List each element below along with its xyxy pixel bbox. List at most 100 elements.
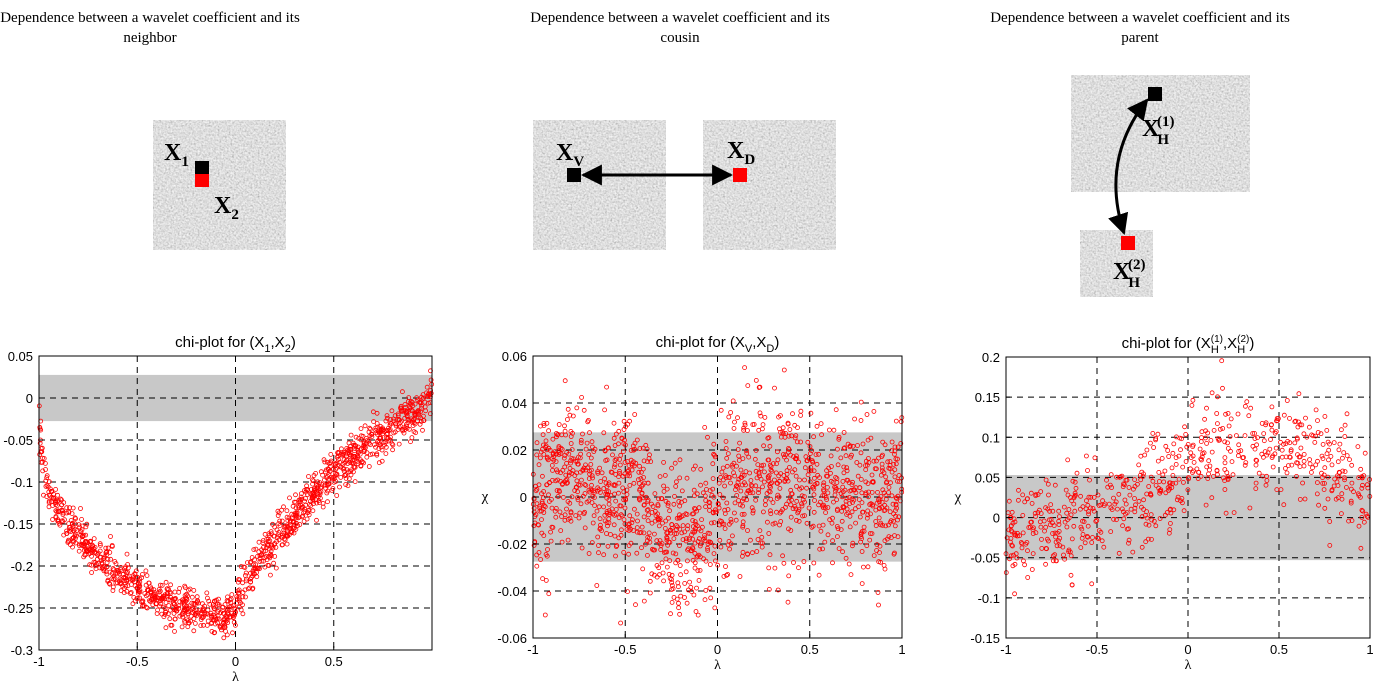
data-point: [358, 433, 364, 439]
data-point: [236, 587, 242, 593]
data-point: [761, 462, 767, 468]
data-point: [1269, 404, 1275, 410]
data-point: [173, 596, 178, 601]
data-point: [864, 515, 870, 521]
data-point: [1069, 582, 1075, 588]
data-point: [692, 550, 698, 556]
data-point: [853, 520, 858, 526]
data-point: [104, 560, 110, 565]
data-point: [739, 482, 745, 488]
data-point: [1084, 498, 1089, 504]
data-point: [811, 492, 817, 498]
data-point: [621, 449, 626, 455]
data-point: [663, 498, 669, 504]
data-point: [1198, 473, 1204, 479]
data-point: [404, 423, 409, 429]
data-point: [256, 549, 262, 555]
data-point: [868, 511, 873, 517]
data-point: [809, 524, 815, 530]
data-point: [1358, 466, 1364, 472]
y-axis-label: χ: [481, 489, 489, 505]
data-point: [311, 478, 317, 484]
data-point: [70, 544, 75, 550]
x-tick-label: -0.5: [614, 642, 636, 657]
data-point: [676, 605, 681, 611]
data-point: [1358, 545, 1364, 551]
data-point: [792, 435, 798, 441]
data-point: [538, 455, 543, 461]
data-point: [1065, 492, 1071, 498]
y-tick-label: -0.06: [497, 631, 527, 646]
data-point: [59, 502, 64, 508]
data-point: [679, 530, 685, 536]
data-point: [1012, 591, 1017, 597]
data-point: [632, 412, 638, 417]
data-point: [103, 545, 109, 551]
data-point: [1191, 459, 1197, 465]
data-point: [783, 430, 788, 436]
data-point: [806, 505, 812, 511]
data-point: [1038, 489, 1044, 495]
data-point: [1310, 465, 1315, 471]
data-point: [412, 412, 418, 418]
data-point: [861, 564, 866, 570]
x-tick-label: 0: [714, 642, 721, 657]
data-point: [1325, 496, 1331, 502]
data-point: [710, 486, 716, 492]
data-point: [39, 459, 45, 465]
data-point: [55, 492, 60, 498]
data-point: [810, 523, 816, 529]
data-point: [211, 617, 217, 623]
data-point: [778, 434, 784, 440]
data-point: [537, 503, 542, 509]
data-point: [544, 420, 550, 426]
data-point: [719, 519, 724, 524]
data-point: [1108, 472, 1114, 478]
data-point: [1069, 536, 1075, 542]
data-point: [309, 494, 315, 500]
data-point: [1197, 446, 1203, 452]
data-point: [306, 512, 312, 518]
data-point: [711, 494, 717, 500]
label-xh1: XH(1): [1142, 114, 1175, 148]
data-point: [662, 472, 668, 478]
data-point: [878, 494, 884, 499]
data-point: [579, 394, 584, 400]
data-point: [1158, 487, 1164, 493]
data-point: [115, 568, 121, 573]
data-point: [1026, 525, 1032, 530]
x-tick-label: -0.5: [1086, 642, 1108, 657]
data-point: [1149, 517, 1155, 523]
data-point: [302, 509, 308, 514]
data-point: [1038, 511, 1044, 516]
data-point: [785, 599, 791, 605]
data-point: [880, 523, 885, 528]
data-point: [1284, 398, 1290, 403]
data-point: [741, 496, 747, 502]
data-point: [234, 594, 240, 600]
data-point: [1166, 488, 1171, 493]
data-point: [531, 509, 537, 515]
data-point: [356, 435, 362, 441]
data-point: [78, 506, 83, 511]
data-point: [270, 521, 276, 527]
data-point: [802, 465, 808, 471]
data-point: [695, 568, 701, 574]
data-point: [352, 479, 358, 485]
data-point: [1176, 476, 1182, 482]
data-point: [46, 498, 52, 504]
data-point: [61, 532, 67, 538]
data-point: [859, 581, 865, 586]
data-point: [1250, 431, 1256, 436]
data-point: [585, 465, 590, 471]
data-point: [1180, 464, 1186, 470]
data-point: [348, 472, 354, 478]
data-point: [1151, 445, 1156, 450]
data-point: [1247, 505, 1253, 511]
data-point: [1356, 493, 1362, 499]
data-point: [261, 558, 266, 564]
data-point: [605, 445, 611, 451]
data-point: [825, 532, 831, 538]
data-point: [724, 500, 730, 506]
data-point: [1332, 476, 1338, 482]
